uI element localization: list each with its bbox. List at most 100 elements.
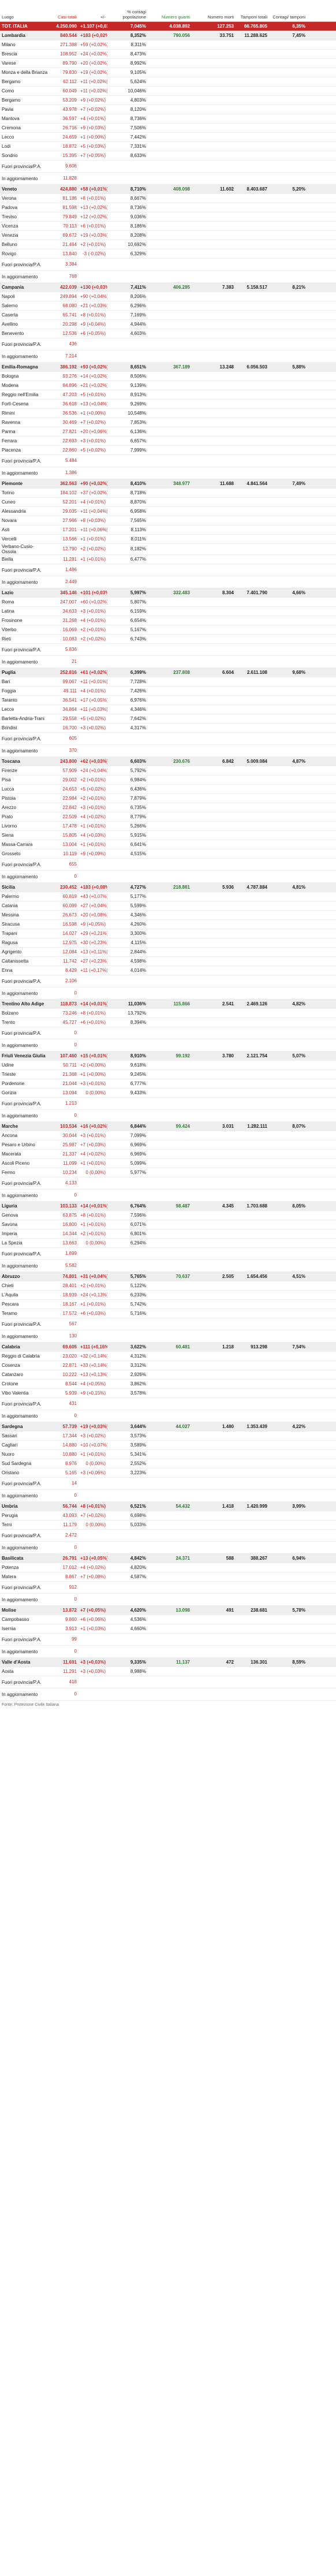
province-casi: 11.291 [50, 1667, 79, 1676]
province-name: Rieti [0, 634, 50, 644]
region-row[interactable]: Emilia-Romagna 386.192 +93 (+0,02%) 8,651% 3… [0, 362, 336, 372]
header-pct[interactable]: % contagi popolazione [107, 0, 148, 22]
province-pct: 8,186% [107, 221, 148, 231]
region-row[interactable]: Liguria 103.133 +14 (+0,01%) 6,764% 98.487 4.… [0, 1201, 336, 1211]
province-empty-cell [192, 221, 236, 231]
province-empty-cell [192, 1449, 236, 1459]
province-name: Ravenna [0, 417, 50, 427]
region-row[interactable]: Puglia 252.816 +61 (+0,02%) 6,399% 237.808 6.… [0, 668, 336, 677]
fuori-provincia-empty-cell [269, 160, 307, 173]
province-empty-cell [148, 497, 192, 507]
province-empty-cell [148, 1229, 192, 1239]
province-empty-cell [307, 497, 336, 507]
region-guariti: 367.189 [148, 362, 192, 372]
province-empty-cell [307, 58, 336, 68]
province-empty-cell [236, 1563, 269, 1572]
fuori-provincia-row: Fuori provincia/P.A. 605 [0, 732, 336, 745]
province-casi: 17.201 [50, 525, 79, 535]
region-row[interactable]: Sardegna 57.739 +19 (+0,03%) 3,644% 44.027 1.… [0, 1422, 336, 1431]
province-empty-cell [192, 723, 236, 733]
province-pct: 13,792% [107, 1008, 148, 1018]
fuori-provincia-empty-cell [79, 1247, 107, 1260]
province-empty-cell [236, 793, 269, 803]
province-empty-cell [192, 1140, 236, 1150]
in-aggiornamento-empty-cell [148, 1189, 192, 1202]
province-name: Imperia [0, 1229, 50, 1239]
fuori-provincia-empty-cell [307, 564, 336, 576]
province-empty-cell [236, 151, 269, 161]
province-pct: 6,657% [107, 436, 148, 446]
province-row: Isernia 3.913 +1 (+0,03%) 4,660% [0, 1624, 336, 1634]
region-row[interactable]: Trentino Alto Adige 118.873 +14 (+0,01%) 11… [0, 999, 336, 1009]
province-empty-cell [307, 1079, 336, 1088]
region-row[interactable]: Molise 13.872 +7 (+0,05%) 4,620% 13.098 491 23… [0, 1605, 336, 1615]
region-row[interactable]: Abruzzo 74.801 +31 (+0,04%) 5,765% 70.637 2.5… [0, 1272, 336, 1281]
province-empty-cell [269, 840, 307, 849]
province-name: Torino [0, 488, 50, 498]
header-casi[interactable]: Casi totali [50, 0, 79, 22]
province-row: Venezia 69.672 +19 (+0,03%) 8,208% [0, 230, 336, 240]
province-name: Foggia [0, 686, 50, 696]
region-row[interactable]: Calabria 69.605 +111 (+0,16%) 3,622% 60.481 1… [0, 1342, 336, 1352]
fuori-provincia-empty-cell [79, 1477, 107, 1490]
region-pct: 5,765% [107, 1272, 148, 1281]
province-name: Pavia [0, 105, 50, 114]
header-tamponi[interactable]: Tamponi totali [236, 0, 269, 22]
province-delta: +11 (+0,02%) [79, 86, 107, 96]
region-row[interactable]: Piemonte 362.563 +90 (+0,02%) 8,410% 348.977… [0, 479, 336, 489]
province-delta: +13 (+0,04%) [79, 399, 107, 409]
in-aggiornamento-empty-cell [79, 350, 107, 363]
header-morti[interactable]: Numero morti [192, 0, 236, 22]
region-row[interactable]: Valle d'Aosta 11.691 +3 (+0,03%) 9,335% 11.1… [0, 1657, 336, 1667]
province-empty-cell [236, 1388, 269, 1398]
region-row[interactable]: Basilicata 26.791 +13 (+0,05%) 4,842% 24.371… [0, 1553, 336, 1563]
region-name: Friuli Venezia Giulia [0, 1051, 50, 1061]
province-casi: 60.049 [50, 86, 79, 96]
province-empty-cell [148, 49, 192, 59]
region-row[interactable]: Umbria 56.744 +8 (+0,01%) 6,521% 54.432 1.418… [0, 1501, 336, 1511]
province-empty-cell [148, 58, 192, 68]
region-tamponi: 7.401.790 [236, 588, 269, 598]
header-luogo[interactable]: Luogo [0, 0, 50, 22]
header-delta[interactable]: +/- [79, 0, 107, 22]
province-delta: -3 (-0,02%) [79, 249, 107, 259]
fuori-provincia-empty-cell [192, 258, 236, 271]
region-row[interactable]: Veneto 424.880 +58 (+0,01%) 8,710% 408.098 11… [0, 184, 336, 194]
province-row: Taranto 36.541 +17 (+0,05%) 6,976% [0, 695, 336, 705]
province-pct: 4,944% [107, 319, 148, 329]
province-empty-cell [148, 1379, 192, 1389]
province-name: Salerno [0, 301, 50, 311]
fuori-provincia-label: Fuori provincia/P.A. [0, 454, 50, 467]
province-empty-cell [307, 132, 336, 142]
province-empty-cell [148, 1370, 192, 1380]
province-empty-cell [236, 141, 269, 151]
in-aggiornamento-empty-cell [307, 1489, 336, 1502]
province-row: Vibo Valentia 5.939 +9 (+0,15%) 3,578% [0, 1388, 336, 1398]
header-guariti[interactable]: Numero guariti [148, 0, 192, 22]
province-name: Cosenza [0, 1360, 50, 1370]
fuori-provincia-empty-cell [192, 1318, 236, 1330]
province-name: Frosinone [0, 616, 50, 625]
province-empty-cell [307, 436, 336, 446]
region-row[interactable]: Friuli Venezia Giulia 107.460 +15 (+0,01%)… [0, 1051, 336, 1061]
province-delta: +29 (+0,21%) [79, 929, 107, 938]
province-casi: 5.939 [50, 1388, 79, 1398]
province-empty-cell [148, 1572, 192, 1582]
province-row: Asti 17.201 +11 (+0,06%) 8,113% [0, 525, 336, 535]
region-row[interactable]: Marche 103.534 +16 (+0,02%) 6,844% 99.424 3.0… [0, 1121, 336, 1131]
in-aggiornamento-empty-cell [148, 1688, 192, 1701]
province-row: Como 60.049 +11 (+0,02%) 10,046% [0, 86, 336, 96]
province-row: Bergamo 53.209 +9 (+0,02%) 4,803% [0, 95, 336, 105]
table-body: TOT. ITALIA 4.250.090 +1.107 (+0,03%) 7,… [0, 21, 336, 1701]
province-name: Lecce [0, 704, 50, 714]
province-empty-cell [307, 506, 336, 516]
region-spacer [307, 1605, 336, 1615]
province-row: Brescia 108.952 +24 (+0,02%) 8,473% [0, 49, 336, 59]
province-empty-cell [192, 427, 236, 437]
header-ratio[interactable]: Contagi/ tamponi [269, 0, 307, 22]
region-row[interactable]: Toscana 243.800 +62 (+0,03%) 6,603% 230.676 6… [0, 756, 336, 766]
